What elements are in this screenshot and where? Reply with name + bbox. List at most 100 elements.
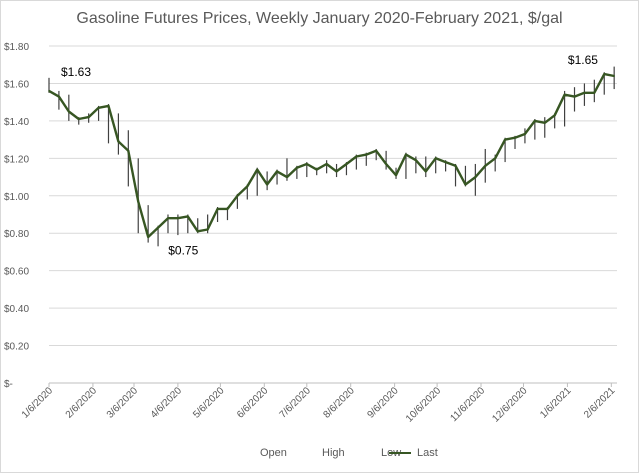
- last-price-point: [177, 217, 179, 220]
- last-price-point: [117, 140, 120, 143]
- chart-plot: $- $0.20 $0.40 $0.60 $0.80 $1.00 $1.20 $1.40 $1.…: [4, 42, 618, 425]
- last-price-point: [147, 236, 149, 238]
- x-tick-label: 2/6/2020: [64, 385, 100, 421]
- annotations: $1.63 $0.75 $1.65: [61, 53, 598, 257]
- y-tick-label: $0.60: [4, 267, 29, 278]
- last-price-point: [68, 110, 70, 113]
- x-tick-label: 6/6/2020: [235, 385, 271, 421]
- data-label-annotation: $1.63: [61, 65, 91, 79]
- legend-swatch-open: [232, 452, 254, 454]
- last-price-point: [434, 157, 437, 160]
- last-price-point: [395, 174, 397, 176]
- x-tick-label: 9/6/2020: [365, 385, 401, 421]
- x-tick-label: 4/6/2020: [149, 385, 185, 421]
- last-price-point: [196, 230, 199, 233]
- last-price-point: [563, 93, 566, 96]
- x-tick-label: 3/6/2020: [105, 385, 141, 421]
- last-price-point: [355, 155, 358, 158]
- last-price-point: [444, 161, 447, 163]
- last-price-point: [385, 163, 387, 165]
- last-price-point: [603, 73, 606, 75]
- last-price-point: [206, 228, 209, 231]
- last-price-point: [48, 90, 50, 92]
- last-price-point: [593, 92, 596, 94]
- last-price-point: [345, 163, 348, 165]
- last-price-point: [534, 120, 536, 122]
- y-tick-label: $1.40: [4, 117, 29, 128]
- last-price-point: [514, 136, 516, 139]
- last-price-point: [484, 165, 487, 167]
- last-price-line: [48, 72, 615, 239]
- last-price-point: [305, 163, 308, 165]
- x-axis-tick-labels: 1/6/2020 2/6/2020 3/6/2020 4/6/2020 5/6/2020…: [20, 383, 618, 425]
- x-tick-label: 11/6/2020: [448, 385, 487, 424]
- legend-label-last: Last: [417, 447, 438, 459]
- y-tick-label: $-: [4, 379, 13, 390]
- last-price-point: [286, 176, 288, 178]
- last-price-point: [77, 118, 80, 120]
- last-price-point: [543, 121, 546, 124]
- last-price-point: [276, 170, 278, 173]
- x-tick-label: 12/6/2020: [490, 385, 530, 425]
- last-price-point: [226, 208, 229, 210]
- y-tick-label: $0.40: [4, 304, 29, 315]
- legend-item-last[interactable]: Last: [389, 447, 438, 459]
- y-axis-tick-labels: $- $0.20 $0.40 $0.60 $0.80 $1.00 $1.20 $1.40 $1.…: [4, 42, 29, 390]
- last-price-point: [583, 92, 586, 94]
- last-price-point: [256, 168, 259, 171]
- last-price-point: [97, 106, 100, 109]
- y-tick-label: $1.80: [4, 42, 29, 53]
- legend-label-high: High: [322, 447, 345, 459]
- last-price-point: [296, 166, 298, 169]
- last-price-point: [266, 183, 268, 186]
- last-price-point: [365, 153, 368, 156]
- last-price-point: [236, 194, 239, 197]
- legend-label-open: Open: [260, 447, 287, 459]
- y-tick-label: $1.20: [4, 154, 29, 165]
- y-tick-label: $0.80: [4, 229, 29, 240]
- last-price-point: [107, 105, 110, 107]
- last-price-point: [524, 133, 526, 135]
- last-price-point: [127, 150, 130, 152]
- legend-swatch-high: [294, 452, 316, 454]
- last-price-point: [464, 183, 467, 186]
- y-tick-label: $0.20: [4, 342, 29, 353]
- legend-item-open[interactable]: Open: [232, 447, 287, 459]
- last-price-point: [157, 226, 159, 229]
- last-price-point: [315, 168, 318, 171]
- last-price-point: [187, 215, 189, 218]
- gridlines: [49, 45, 617, 384]
- y-tick-label: $1.60: [4, 79, 29, 90]
- last-price-point: [405, 153, 407, 156]
- last-price-point: [415, 159, 417, 162]
- data-label-annotation: $1.65: [568, 53, 598, 67]
- last-price-series: [48, 72, 615, 239]
- last-price-point: [494, 157, 496, 160]
- last-price-point: [246, 185, 249, 188]
- last-price-point: [325, 163, 328, 165]
- x-tick-label: 7/6/2020: [278, 385, 314, 421]
- last-price-point: [454, 165, 457, 167]
- last-price-point: [504, 138, 506, 141]
- legend-item-high[interactable]: High: [294, 447, 345, 459]
- last-price-point: [613, 75, 615, 77]
- x-tick-label: 5/6/2020: [191, 385, 227, 421]
- last-price-point: [375, 150, 378, 152]
- high-low-bars: [48, 66, 615, 247]
- last-price-point: [167, 217, 169, 220]
- chart-title: Gasoline Futures Prices, Weekly January …: [76, 10, 563, 27]
- legend: Open High Low Last: [0, 447, 639, 463]
- data-label-annotation: $0.75: [168, 244, 198, 258]
- last-price-point: [87, 116, 90, 118]
- last-price-point: [573, 95, 576, 98]
- legend-swatch-low: [353, 452, 375, 454]
- last-price-point: [58, 95, 60, 98]
- last-price-point: [553, 114, 556, 117]
- last-price-point: [335, 170, 338, 173]
- last-price-point: [424, 170, 427, 173]
- last-price-point: [216, 208, 219, 210]
- last-price-point: [474, 176, 477, 178]
- x-tick-label: 1/6/2021: [538, 385, 574, 421]
- y-tick-label: $1.00: [4, 192, 29, 203]
